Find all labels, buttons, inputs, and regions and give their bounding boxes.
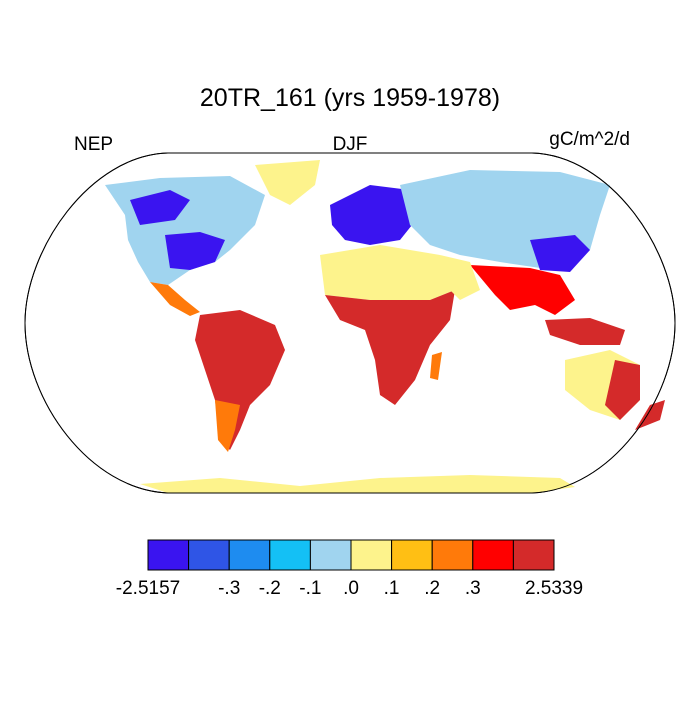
land-australia-east xyxy=(605,360,640,420)
colorbar-box xyxy=(309,539,352,571)
map xyxy=(24,152,676,494)
colorbar-box xyxy=(269,539,311,571)
colorbar-label: .1 xyxy=(384,578,400,599)
map-outline-stroke xyxy=(24,152,676,494)
colorbar-label: .3 xyxy=(465,578,481,599)
land-arabia xyxy=(440,255,480,300)
colorbar-label: 2.5339 xyxy=(525,578,583,599)
colorbar-label: .0 xyxy=(343,578,359,599)
center-string: DJF xyxy=(333,134,368,155)
land-south-asia xyxy=(470,265,575,315)
land-canada-west xyxy=(130,190,190,225)
colorbar-box xyxy=(228,539,271,571)
colorbar: -2.5157 -.3 -.2 -.1 .0 .1 .2 .3 2.5339 xyxy=(116,539,583,599)
land-indonesia xyxy=(545,318,625,345)
colorbar-box xyxy=(147,539,190,571)
right-string: gC/m^2/d xyxy=(549,129,630,150)
colorbar-box xyxy=(431,539,474,571)
colorbar-box xyxy=(472,539,514,571)
land-east-asia xyxy=(530,235,590,272)
land-greenland xyxy=(255,160,320,205)
land-antarctica xyxy=(140,475,575,493)
title: 20TR_161 (yrs 1959-1978) xyxy=(200,84,500,112)
land-europe xyxy=(330,185,420,245)
land-central-america xyxy=(150,282,200,316)
colorbar-box xyxy=(391,539,433,571)
land-madagascar xyxy=(430,352,442,380)
land-north-america-east xyxy=(165,232,225,270)
land-africa-north xyxy=(320,245,455,300)
left-string: NEP xyxy=(74,134,113,155)
colorbar-label: .2 xyxy=(424,578,440,599)
colorbar-label: -.3 xyxy=(218,578,240,599)
colorbar-box xyxy=(350,539,393,571)
colorbar-label: -.2 xyxy=(259,578,281,599)
land-africa-south xyxy=(325,290,455,405)
land-south-america-south xyxy=(215,400,240,452)
colorbar-label: -.1 xyxy=(299,578,321,599)
colorbar-label: -2.5157 xyxy=(116,578,180,599)
colorbar-box xyxy=(512,539,555,571)
colorbar-box xyxy=(188,539,230,571)
